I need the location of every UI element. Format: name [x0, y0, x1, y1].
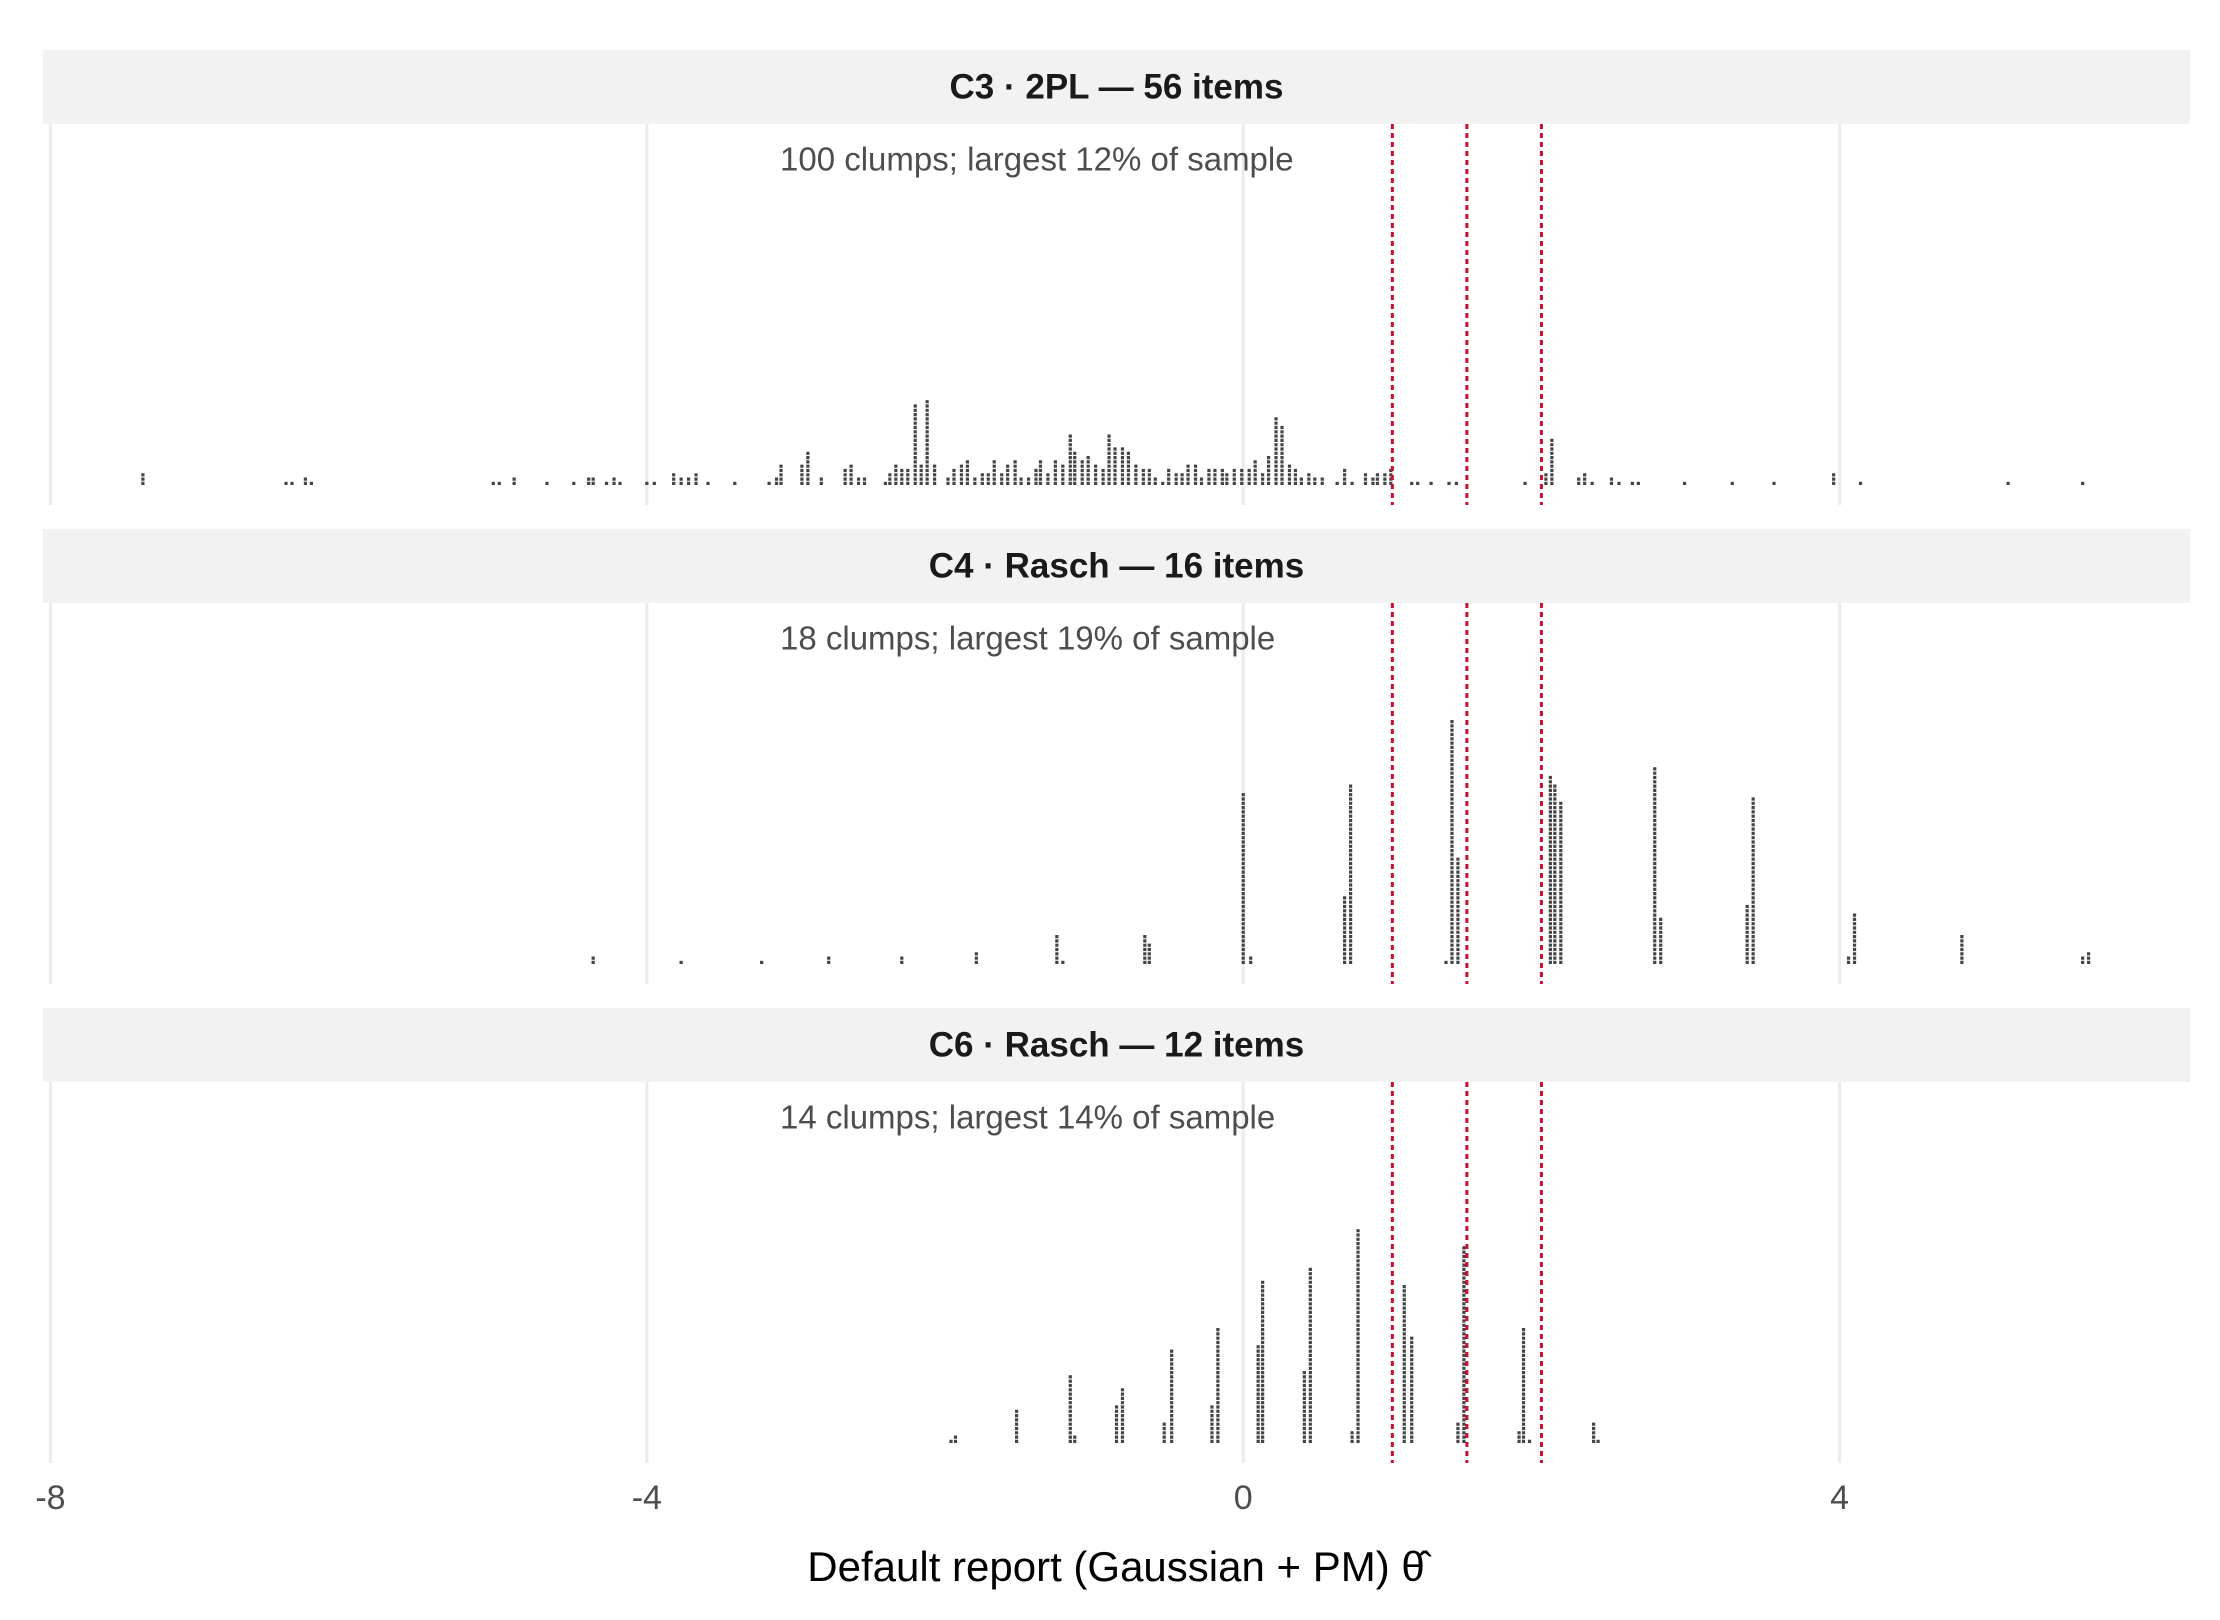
annotation: 100 clumps; largest 12% of sample — [780, 141, 1294, 178]
x-tick-label: -8 — [35, 1479, 65, 1517]
x-tick-label: 0 — [1234, 1479, 1253, 1517]
panel-title: C3 · 2PL — 56 items — [950, 67, 1284, 106]
strip — [43, 1008, 2190, 1082]
annotation: 18 clumps; largest 19% of sample — [780, 620, 1275, 657]
x-tick-label: 4 — [1830, 1479, 1849, 1517]
x-tick-label: -4 — [632, 1479, 662, 1517]
annotation: 14 clumps; largest 14% of sample — [780, 1099, 1275, 1136]
strip — [43, 50, 2190, 124]
x-axis-title: Default report (Gaussian + PM) θ̂ — [807, 1543, 1431, 1590]
strip — [43, 529, 2190, 603]
panel-title: C4 · Rasch — 16 items — [929, 546, 1304, 585]
panel-title: C6 · Rasch — 12 items — [929, 1025, 1304, 1064]
